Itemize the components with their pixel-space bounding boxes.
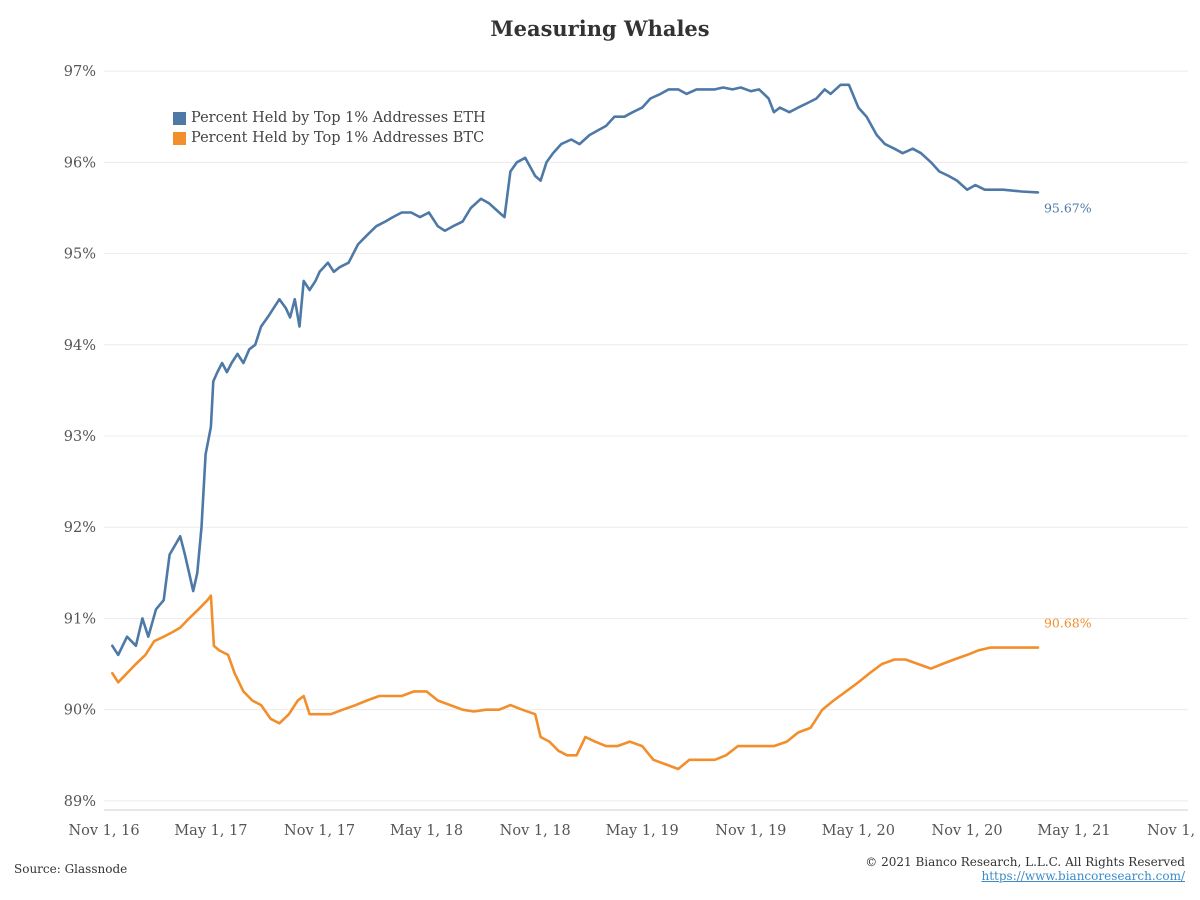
- x-tick-label: May 1, 17: [174, 823, 247, 839]
- x-tick-label: May 1, 18: [390, 823, 463, 839]
- y-tick-label: 91%: [64, 611, 96, 627]
- y-tick-label: 97%: [64, 64, 96, 80]
- x-tick-label: May 1, 19: [606, 823, 679, 839]
- x-tick-label: Nov 1, 17: [284, 823, 355, 839]
- y-tick-label: 94%: [64, 338, 96, 354]
- series-line-0: [111, 83, 1040, 657]
- y-tick-label: 89%: [64, 794, 96, 810]
- x-tick-label: May 1, 21: [1037, 823, 1110, 839]
- y-tick-label: 90%: [64, 703, 96, 719]
- copyright-text: © 2021 Bianco Research, L.L.C. All Right…: [865, 855, 1185, 869]
- legend-swatch-eth: [173, 111, 186, 125]
- y-axis-ticks: 89% 90% 91% 92% 93% 94% 95% 96% 97%: [64, 64, 96, 810]
- x-tick-label: May 1, 20: [822, 823, 895, 839]
- y-tick-label: 95%: [64, 247, 96, 263]
- source-note: Source: Glassnode: [14, 862, 128, 876]
- y-tick-label: 92%: [64, 520, 96, 536]
- y-tick-label: 96%: [64, 155, 96, 171]
- legend-item-btc: Percent Held by Top 1% Addresses BTC: [173, 128, 486, 148]
- x-tick-label: Nov 1, 21: [1147, 823, 1200, 839]
- y-tick-label: 93%: [64, 429, 96, 445]
- legend-swatch-btc: [173, 131, 186, 145]
- website-link[interactable]: https://www.biancoresearch.com/: [981, 869, 1185, 883]
- copyright-block: © 2021 Bianco Research, L.L.C. All Right…: [865, 855, 1185, 883]
- x-tick-label: Nov 1, 18: [500, 823, 571, 839]
- legend-label-btc: Percent Held by Top 1% Addresses BTC: [191, 130, 485, 146]
- series-line-1: [111, 594, 1040, 771]
- legend: Percent Held by Top 1% Addresses ETH Per…: [173, 108, 486, 148]
- end-labels: 95.67% 90.68%: [1044, 200, 1092, 630]
- x-tick-label: Nov 1, 19: [715, 823, 786, 839]
- gridlines: [104, 70, 1188, 802]
- chart-title: Measuring Whales: [490, 16, 710, 41]
- end-label-0: 95.67%: [1044, 200, 1092, 215]
- legend-item-eth: Percent Held by Top 1% Addresses ETH: [173, 108, 486, 128]
- series-lines: [111, 83, 1040, 771]
- x-tick-label: Nov 1, 20: [932, 823, 1003, 839]
- end-label-1: 90.68%: [1044, 616, 1092, 631]
- x-tick-label: Nov 1, 16: [68, 823, 139, 839]
- legend-label-eth: Percent Held by Top 1% Addresses ETH: [191, 110, 486, 126]
- x-axis-ticks: Nov 1, 16 May 1, 17 Nov 1, 17 May 1, 18 Nov …: [68, 823, 1200, 839]
